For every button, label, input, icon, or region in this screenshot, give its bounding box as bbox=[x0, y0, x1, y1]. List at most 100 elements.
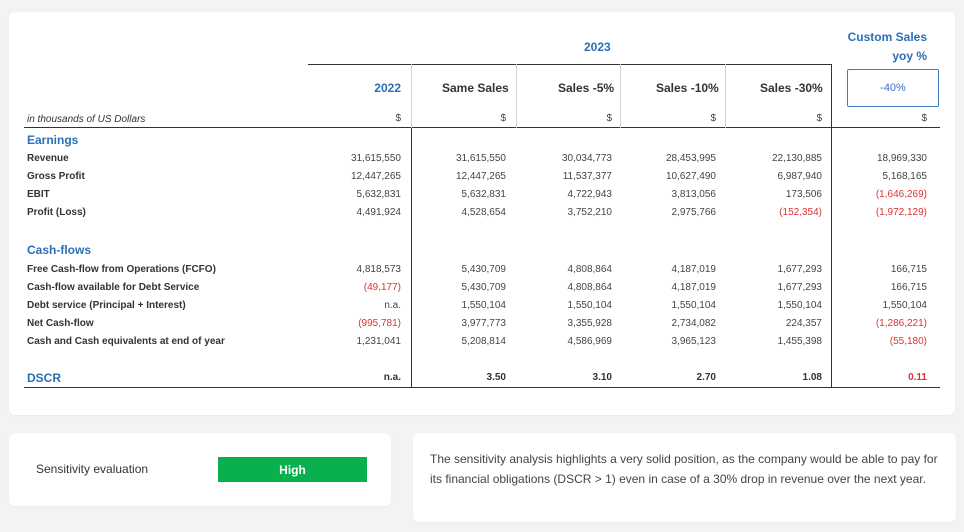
row-label: Gross Profit bbox=[27, 171, 85, 182]
table-bottom-rule bbox=[24, 387, 940, 388]
header-top-rule bbox=[308, 64, 831, 65]
column-header-sales-10: Sales -10% bbox=[656, 81, 719, 95]
table-cell: 2,734,082 bbox=[671, 318, 717, 329]
dscr-cell: 2.70 bbox=[696, 372, 716, 383]
table-cell: 166,715 bbox=[890, 282, 927, 293]
table-cell: 5,430,709 bbox=[461, 264, 507, 275]
table-cell: (1,646,269) bbox=[875, 189, 927, 200]
row-label: Profit (Loss) bbox=[27, 207, 86, 218]
separator-2022-body bbox=[411, 128, 412, 387]
row-label: Revenue bbox=[27, 153, 69, 164]
custom-sales-yoy-input[interactable] bbox=[847, 69, 939, 107]
table-cell: 1,677,293 bbox=[777, 264, 823, 275]
table-cell: 4,722,943 bbox=[567, 189, 613, 200]
table-cell: (1,972,129) bbox=[875, 207, 927, 218]
row-label: EBIT bbox=[27, 189, 50, 200]
table-cell: 4,818,573 bbox=[356, 264, 402, 275]
sensitivity-note-card: The sensitivity analysis highlights a ve… bbox=[413, 433, 956, 522]
sensitivity-table-card: 2023 Custom Sales yoy % 2022 Same Sales … bbox=[9, 12, 955, 415]
custom-sales-header-line1: Custom Sales bbox=[847, 30, 927, 44]
table-cell: 3,355,928 bbox=[567, 318, 613, 329]
table-cell: 4,528,654 bbox=[461, 207, 507, 218]
custom-sales-header-line2: yoy % bbox=[892, 49, 927, 63]
dscr-cell: 3.10 bbox=[592, 372, 612, 383]
table-cell: (49,177) bbox=[363, 282, 401, 293]
table-cell: 6,987,940 bbox=[777, 171, 823, 182]
row-label: Debt service (Principal + Interest) bbox=[27, 300, 186, 311]
row-label: Net Cash-flow bbox=[27, 318, 94, 329]
table-cell: 4,808,864 bbox=[567, 282, 613, 293]
table-cell: 5,208,814 bbox=[461, 336, 507, 347]
row-label: Cash and Cash equivalents at end of year bbox=[27, 336, 225, 347]
table-cell: (995,781) bbox=[358, 318, 401, 329]
dscr-cell: 0.11 bbox=[908, 372, 927, 383]
table-cell: 5,632,831 bbox=[356, 189, 402, 200]
table-cell: 3,813,056 bbox=[671, 189, 717, 200]
table-cell: 5,430,709 bbox=[461, 282, 507, 293]
dscr-cell: 3.50 bbox=[486, 372, 506, 383]
table-cell: 2,975,766 bbox=[671, 207, 717, 218]
separator-2022 bbox=[411, 64, 412, 128]
table-cell: 18,969,330 bbox=[876, 153, 927, 164]
column-header-2022: 2022 bbox=[374, 81, 401, 95]
table-cell: 11,537,377 bbox=[562, 171, 612, 182]
earnings-title: Earnings bbox=[27, 133, 79, 147]
table-cell: 5,632,831 bbox=[461, 189, 507, 200]
table-cell: 1,231,041 bbox=[356, 336, 402, 347]
table-cell: 1,550,104 bbox=[671, 300, 717, 311]
table-cell: 173,506 bbox=[785, 189, 822, 200]
currency-symbol: $ bbox=[816, 113, 822, 124]
row-label: Free Cash-flow from Operations (FCFO) bbox=[27, 264, 216, 275]
separator-custom bbox=[831, 64, 832, 387]
column-header-same-sales: Same Sales bbox=[442, 81, 509, 95]
separator-same-sales bbox=[516, 64, 517, 128]
table-cell: 1,550,104 bbox=[882, 300, 928, 311]
table-cell: 31,615,550 bbox=[455, 153, 506, 164]
table-cell: 224,357 bbox=[785, 318, 822, 329]
currency-symbol: $ bbox=[395, 113, 401, 124]
table-cell: 10,627,490 bbox=[665, 171, 716, 182]
table-cell: 166,715 bbox=[890, 264, 927, 275]
table-cell: 12,447,265 bbox=[350, 171, 401, 182]
table-cell: (1,286,221) bbox=[875, 318, 927, 329]
table-cell: 1,550,104 bbox=[777, 300, 823, 311]
currency-symbol: $ bbox=[921, 113, 927, 124]
table-cell: 3,977,773 bbox=[461, 318, 507, 329]
separator-sales-5 bbox=[620, 64, 621, 128]
column-header-sales-5: Sales -5% bbox=[558, 81, 615, 95]
dscr-cell: n.a. bbox=[383, 372, 401, 383]
dscr-cell: 1.08 bbox=[802, 372, 822, 383]
table-cell: 22,130,885 bbox=[771, 153, 822, 164]
currency-symbol: $ bbox=[606, 113, 612, 124]
table-cell: 12,447,265 bbox=[455, 171, 506, 182]
table-cell: 1,677,293 bbox=[777, 282, 823, 293]
table-cell: (55,180) bbox=[889, 336, 927, 347]
cashflows-title: Cash-flows bbox=[27, 243, 92, 257]
table-cell: n.a. bbox=[384, 300, 401, 311]
table-cell: (152,354) bbox=[779, 207, 822, 218]
table-cell: 4,491,924 bbox=[356, 207, 402, 218]
sensitivity-evaluation-badge: High bbox=[218, 457, 367, 482]
dscr-label: DSCR bbox=[27, 371, 62, 385]
currency-symbol: $ bbox=[500, 113, 506, 124]
sensitivity-evaluation-card: Sensitivity evaluation High bbox=[9, 433, 391, 506]
currency-note: in thousands of US Dollars bbox=[27, 114, 146, 125]
table-cell: 5,168,165 bbox=[882, 171, 928, 182]
table-cell: 30,034,773 bbox=[561, 153, 612, 164]
table-cell: 1,550,104 bbox=[461, 300, 507, 311]
table-cell: 31,615,550 bbox=[350, 153, 401, 164]
table-cell: 4,187,019 bbox=[671, 264, 717, 275]
separator-sales-10 bbox=[725, 64, 726, 128]
year-2023-header: 2023 bbox=[584, 40, 611, 54]
table-cell: 1,550,104 bbox=[567, 300, 613, 311]
table-cell: 4,808,864 bbox=[567, 264, 613, 275]
sensitivity-note-text: The sensitivity analysis highlights a ve… bbox=[430, 452, 938, 486]
currency-rule bbox=[24, 127, 940, 128]
currency-symbol: $ bbox=[710, 113, 716, 124]
row-label: Cash-flow available for Debt Service bbox=[27, 282, 200, 293]
table-cell: 3,752,210 bbox=[567, 207, 613, 218]
sensitivity-evaluation-label: Sensitivity evaluation bbox=[36, 462, 149, 476]
table-cell: 28,453,995 bbox=[665, 153, 716, 164]
table-cell: 1,455,398 bbox=[777, 336, 823, 347]
table-cell: 3,965,123 bbox=[671, 336, 717, 347]
